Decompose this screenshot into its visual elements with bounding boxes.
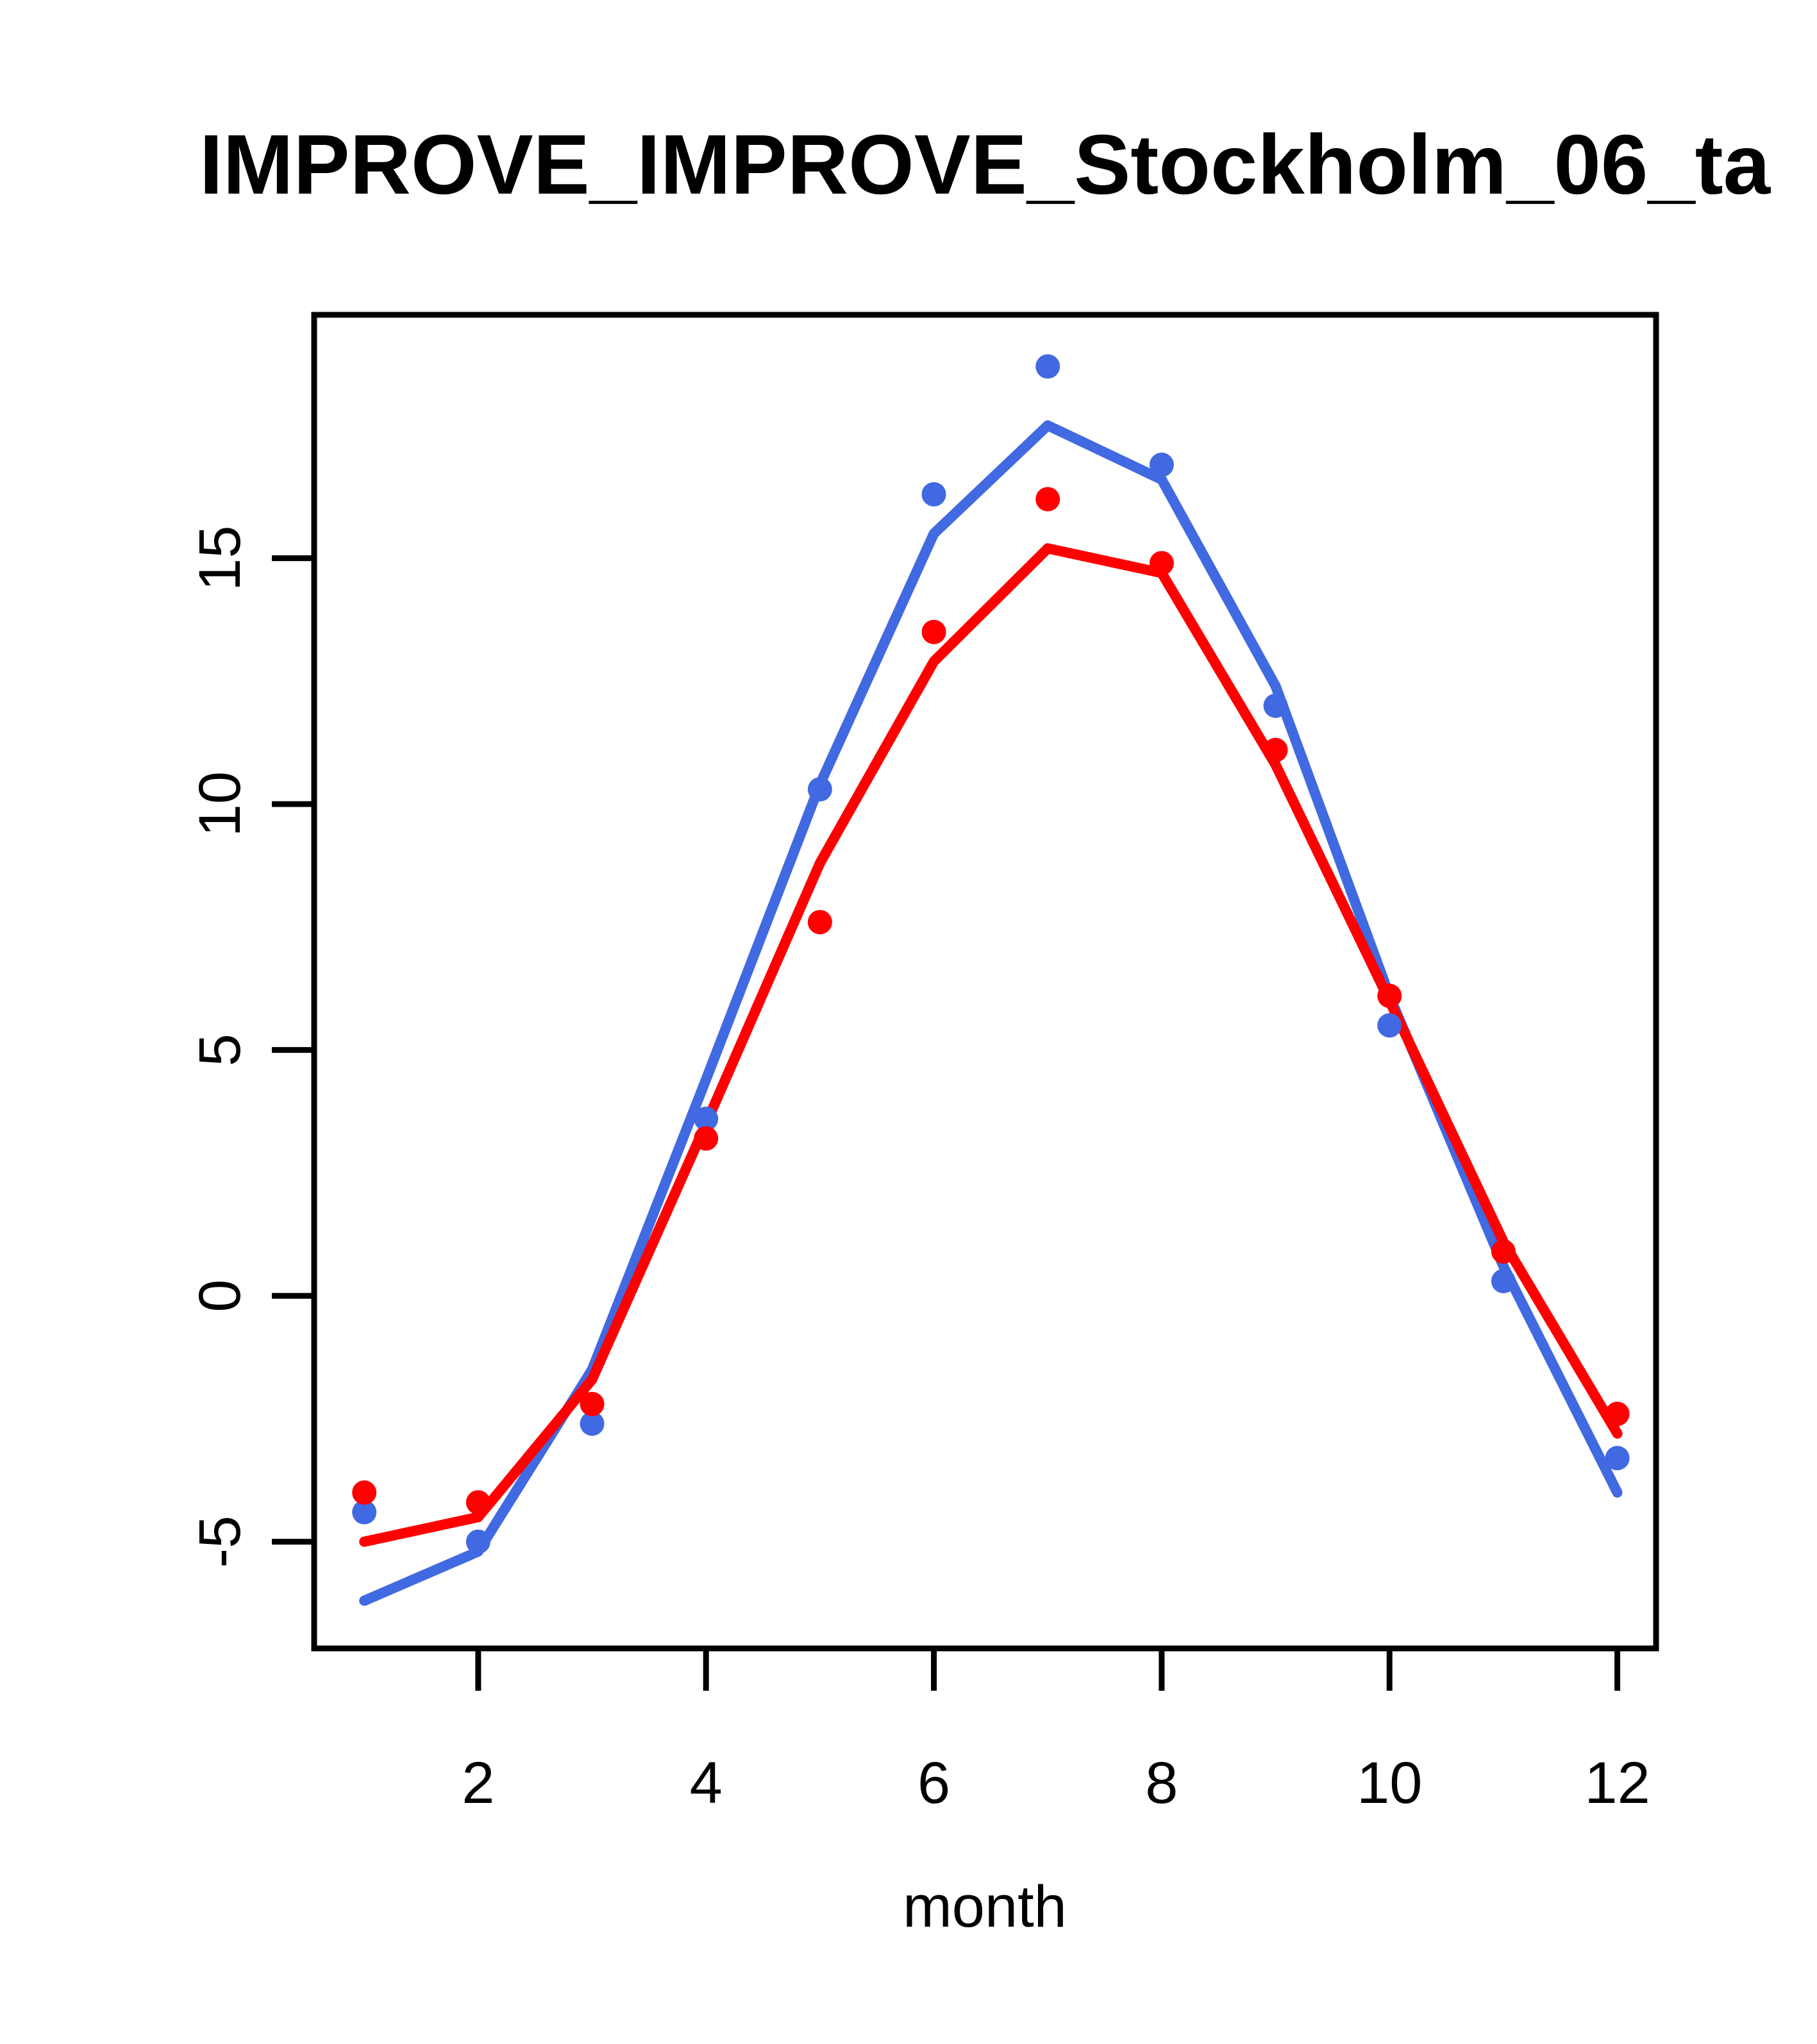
y-tick-label: -5 bbox=[187, 1516, 253, 1568]
x-tick-label: 4 bbox=[690, 1750, 723, 1816]
observations-red-point bbox=[1263, 737, 1288, 762]
y-axis: -5 0 5 10 15 bbox=[187, 525, 314, 1568]
observations-blue-point bbox=[807, 777, 832, 802]
observations-red-point bbox=[1035, 487, 1060, 512]
observations-red-point bbox=[352, 1480, 377, 1505]
observations-blue-point bbox=[921, 482, 946, 507]
observations-red-point bbox=[921, 619, 946, 644]
plot-box bbox=[311, 312, 1659, 1652]
observations-blue-point bbox=[465, 1529, 490, 1554]
x-tick-label: 12 bbox=[1584, 1750, 1650, 1816]
x-axis-title: month bbox=[903, 1874, 1067, 1939]
chart-title: IMPROVE_IMPROVE_Stockholm_06_ta bbox=[199, 117, 1771, 212]
observations-red-point bbox=[1149, 551, 1174, 576]
y-tick-label: 5 bbox=[187, 1034, 253, 1066]
observations-blue-point bbox=[1149, 452, 1174, 477]
observations-red-point bbox=[1377, 984, 1402, 1009]
series-points bbox=[352, 354, 1630, 1554]
observations-blue-point bbox=[580, 1411, 605, 1436]
observations-blue-point bbox=[1605, 1446, 1630, 1471]
observations-blue-point bbox=[352, 1500, 377, 1525]
observations-red-point bbox=[580, 1391, 605, 1416]
plot-frame bbox=[311, 312, 1659, 1652]
x-tick-label: 8 bbox=[1145, 1750, 1178, 1816]
x-axis: 2 4 6 8 10 12 bbox=[462, 1648, 1650, 1816]
series-lines bbox=[359, 420, 1623, 1606]
observations-blue-point bbox=[1491, 1269, 1516, 1294]
x-tick-label: 2 bbox=[462, 1750, 494, 1816]
y-tick-label: 15 bbox=[187, 525, 253, 591]
x-tick-label: 10 bbox=[1357, 1750, 1422, 1816]
y-tick-label: 0 bbox=[187, 1280, 253, 1312]
model-line-red-path bbox=[359, 543, 1623, 1547]
observations-blue-point bbox=[1377, 1013, 1402, 1038]
observations-red-point bbox=[694, 1126, 719, 1151]
observations-red-point bbox=[807, 910, 832, 935]
observations-blue-point bbox=[1263, 693, 1288, 718]
y-tick-label: 10 bbox=[187, 771, 253, 837]
x-tick-label: 6 bbox=[917, 1750, 950, 1816]
observations-red-point bbox=[465, 1490, 490, 1515]
observations-red-point bbox=[1605, 1402, 1630, 1427]
observations-blue-point bbox=[694, 1106, 719, 1131]
observations-red-point bbox=[1491, 1239, 1516, 1264]
observations-blue-point bbox=[1035, 354, 1060, 379]
